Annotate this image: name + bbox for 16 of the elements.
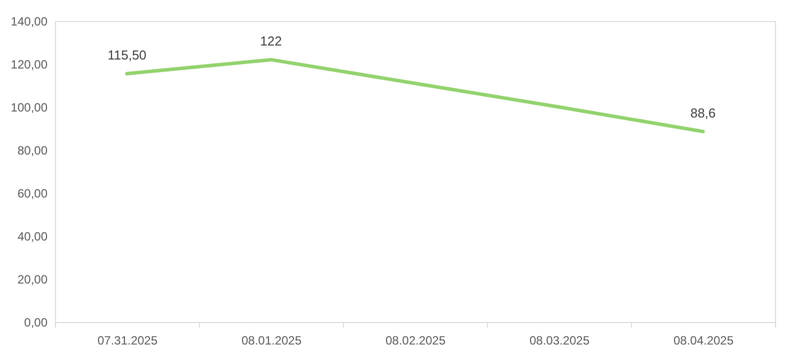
y-tick-label: 120,00: [10, 58, 48, 72]
data-label: 88,6: [690, 106, 716, 121]
x-tick-label: 08.04.2025: [673, 334, 734, 348]
data-label: 115,50: [108, 48, 146, 63]
y-tick-label: 20,00: [17, 272, 48, 286]
data-label: 122: [260, 34, 282, 49]
y-tick-label: 100,00: [10, 100, 48, 114]
x-tick-label: 07.31.2025: [97, 334, 158, 348]
x-tick-label: 08.01.2025: [241, 334, 302, 348]
y-tick-label: 140,00: [10, 14, 48, 28]
x-tick-label: 08.02.2025: [385, 334, 446, 348]
y-tick-label: 80,00: [17, 144, 48, 158]
y-tick-label: 40,00: [17, 230, 48, 244]
y-tick-label: 0,00: [24, 316, 48, 330]
x-tick-label: 08.03.2025: [529, 334, 590, 348]
y-tick-label: 60,00: [17, 186, 48, 200]
